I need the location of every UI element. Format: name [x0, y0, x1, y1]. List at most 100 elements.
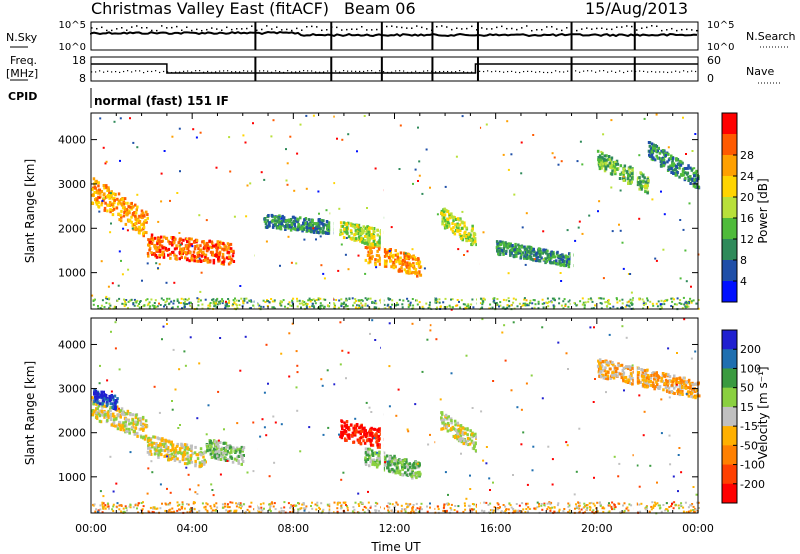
range-cell [101, 413, 104, 417]
range-cell [117, 413, 120, 417]
nave-point [591, 70, 593, 72]
cpid-value: normal (fast) 151 IF [94, 94, 229, 108]
range-cell [617, 371, 620, 375]
nsearch-point [631, 25, 633, 28]
range-cell [340, 433, 343, 437]
range-cell [403, 262, 406, 266]
near-range-cell [520, 510, 523, 513]
range-cell [196, 244, 199, 248]
range-cell [452, 225, 455, 229]
range-cell [166, 446, 170, 449]
near-range-cell [498, 305, 500, 308]
range-cell [123, 207, 127, 211]
nsearch-point [326, 28, 328, 31]
sparse-cell [598, 200, 601, 203]
nave-point [519, 71, 521, 74]
near-range-cell [551, 506, 554, 509]
range-cell [630, 172, 634, 176]
range-cell [193, 451, 197, 455]
range-cell [411, 263, 415, 267]
range-cell [208, 448, 212, 452]
sparse-cell [105, 295, 108, 298]
nsearch-point [386, 25, 388, 28]
near-range-cell [697, 299, 700, 301]
range-cell [598, 156, 602, 160]
range-cell [343, 227, 346, 231]
range-cell [394, 265, 397, 269]
near-range-cell [204, 298, 207, 301]
near-range-cell [526, 304, 529, 307]
range-cell [694, 390, 697, 393]
range-cell [293, 222, 296, 226]
near-range-cell [279, 300, 282, 303]
range-cell [690, 168, 694, 172]
near-range-cell [335, 299, 338, 301]
range-cell [546, 249, 549, 253]
range-cell [204, 255, 207, 259]
sparse-cell [299, 123, 302, 126]
sparse-cell [127, 268, 130, 271]
range-cell [440, 427, 443, 431]
range-cell [601, 360, 605, 363]
range-cell [468, 238, 471, 242]
range-cell [676, 171, 679, 174]
range-cell [390, 460, 394, 464]
range-cell [457, 427, 461, 431]
range-cell [113, 201, 116, 205]
range-cell [123, 424, 126, 428]
range-cell [523, 245, 526, 249]
range-cell [193, 259, 196, 263]
range-cell [366, 236, 369, 240]
near-range-cell [354, 501, 357, 504]
near-range-cell [301, 300, 304, 303]
range-cell [369, 236, 372, 240]
range-cell [529, 245, 533, 249]
range-cell [91, 396, 94, 400]
range-cell [302, 221, 305, 225]
near-range-cell [401, 303, 404, 306]
range-cell [662, 161, 666, 165]
near-range-cell [363, 511, 366, 514]
range-cell [670, 167, 673, 171]
near-range-cell [679, 299, 682, 302]
range-cell [450, 421, 453, 425]
range-cell [175, 244, 178, 248]
range-cell [286, 218, 289, 222]
range-cell [322, 219, 325, 223]
sparse-cell [436, 213, 439, 216]
range-cell [304, 221, 307, 225]
range-cell [231, 460, 235, 464]
sparse-cell [280, 217, 283, 220]
near-range-cell [143, 304, 146, 307]
near-range-cell [525, 504, 528, 507]
range-cell [106, 400, 109, 404]
range-cell [366, 225, 369, 229]
sparse-cell [178, 127, 181, 130]
range-cell [197, 259, 200, 263]
near-range-cell [527, 304, 530, 307]
nsearch-point [196, 28, 198, 31]
freq-line [91, 63, 698, 74]
range-cell [125, 430, 129, 433]
near-range-cell [396, 301, 398, 304]
range-cell [136, 227, 139, 231]
range-cell [107, 188, 110, 192]
near-range-cell [189, 304, 192, 307]
near-range-cell [510, 304, 513, 307]
near-range-cell [439, 306, 442, 308]
range-cell [619, 372, 622, 376]
range-cell [178, 449, 182, 453]
range-cell [672, 172, 675, 175]
range-cell [635, 380, 639, 384]
range-cell [208, 239, 211, 243]
sparse-cell [179, 170, 181, 173]
range-cell [145, 220, 148, 224]
range-cell [452, 219, 455, 223]
range-cell [95, 202, 99, 206]
range-cell [292, 226, 295, 230]
near-range-cell [123, 298, 125, 301]
near-range-cell [573, 302, 576, 304]
range-cell [395, 466, 399, 470]
range-cell [186, 257, 189, 261]
sparse-cell [622, 175, 625, 178]
